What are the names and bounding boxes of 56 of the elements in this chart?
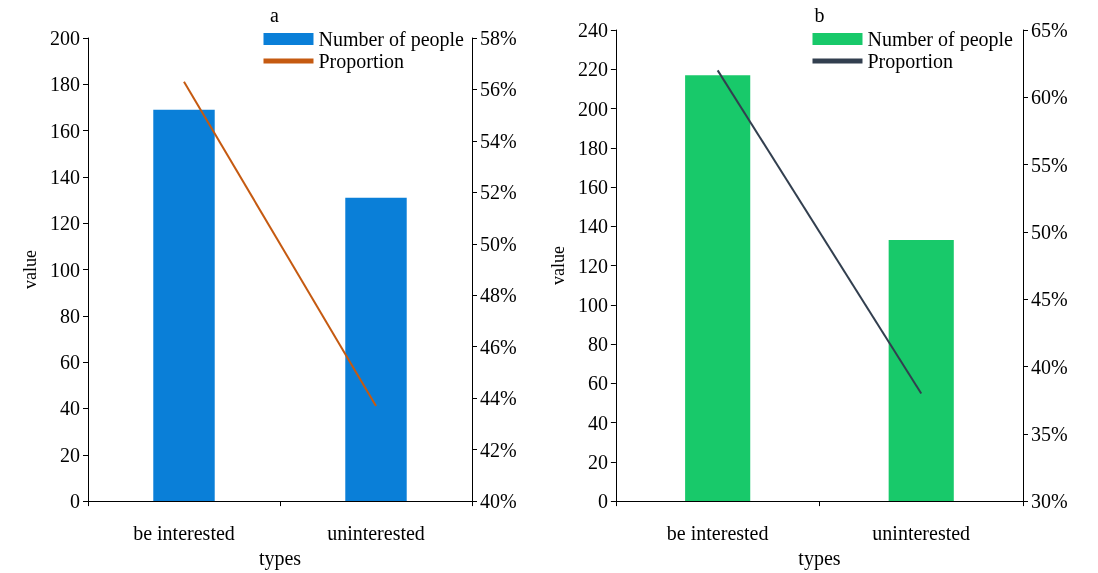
y2-tick-label: 56%	[480, 78, 517, 101]
y2-tick-label: 65%	[1031, 19, 1068, 41]
y-tick-label: 120	[577, 254, 608, 277]
y-tick-label: 80	[587, 333, 608, 356]
y2-tick-label: 52%	[480, 181, 517, 204]
y2-tick-label: 45%	[1031, 288, 1068, 311]
y-axis-title: value	[20, 250, 41, 290]
y2-tick-label: 60%	[1031, 86, 1068, 109]
y-tick-label: 180	[50, 73, 80, 96]
y-axis-title: value	[548, 246, 568, 286]
y2-tick-label: 30%	[1031, 490, 1068, 513]
y-tick-label: 200	[50, 27, 80, 49]
x-tick-label: uninterested	[872, 522, 971, 545]
y2-tick-label: 46%	[480, 335, 517, 358]
chart-title: a	[270, 4, 280, 26]
x-tick-label: be interested	[666, 522, 769, 545]
y-tick-label: 240	[577, 19, 608, 41]
x-axis-title: types	[258, 547, 302, 570]
y2-tick-label: 44%	[480, 387, 517, 410]
y-tick-label: 160	[50, 119, 80, 142]
y2-tick-label: 50%	[480, 232, 517, 255]
y-tick-label: 20	[587, 450, 608, 473]
y-tick-label: 40	[587, 411, 608, 434]
x-tick-label: be interested	[133, 522, 235, 545]
legend-label: Number of people	[867, 28, 1014, 51]
y-tick-label: 200	[577, 97, 608, 120]
chart-title: b	[814, 4, 825, 26]
y-tick-label: 180	[577, 136, 608, 159]
y-tick-label: 0	[70, 490, 80, 513]
y-tick-label: 80	[60, 304, 80, 327]
y-tick-label: 160	[577, 176, 608, 199]
y2-tick-label: 58%	[480, 27, 517, 49]
legend-label: Proportion	[867, 50, 954, 73]
y2-tick-label: 50%	[1031, 220, 1068, 243]
y2-tick-label: 54%	[480, 129, 517, 152]
x-tick-label: uninterested	[327, 522, 425, 545]
y-tick-label: 220	[577, 58, 608, 81]
y-tick-label: 60	[60, 351, 80, 374]
y2-tick-label: 40%	[1031, 355, 1068, 378]
y-tick-label: 100	[577, 293, 608, 316]
y2-tick-label: 55%	[1031, 153, 1068, 176]
y-tick-label: 140	[577, 215, 608, 238]
y-tick-label: 40	[60, 397, 80, 420]
x-axis-title: types	[798, 547, 841, 570]
legend-label: Proportion	[318, 50, 405, 73]
y-tick-label: 60	[587, 372, 608, 395]
y2-tick-label: 48%	[480, 284, 517, 307]
y2-tick-label: 42%	[480, 438, 517, 461]
y-tick-label: 20	[60, 443, 80, 466]
legend-label: Number of people	[318, 28, 465, 51]
y2-tick-label: 40%	[480, 490, 517, 513]
y-tick-label: 0	[597, 490, 608, 513]
y-tick-label: 140	[50, 165, 80, 188]
y2-tick-label: 35%	[1031, 422, 1068, 445]
y-tick-label: 100	[50, 258, 80, 281]
y-tick-label: 120	[50, 212, 80, 235]
